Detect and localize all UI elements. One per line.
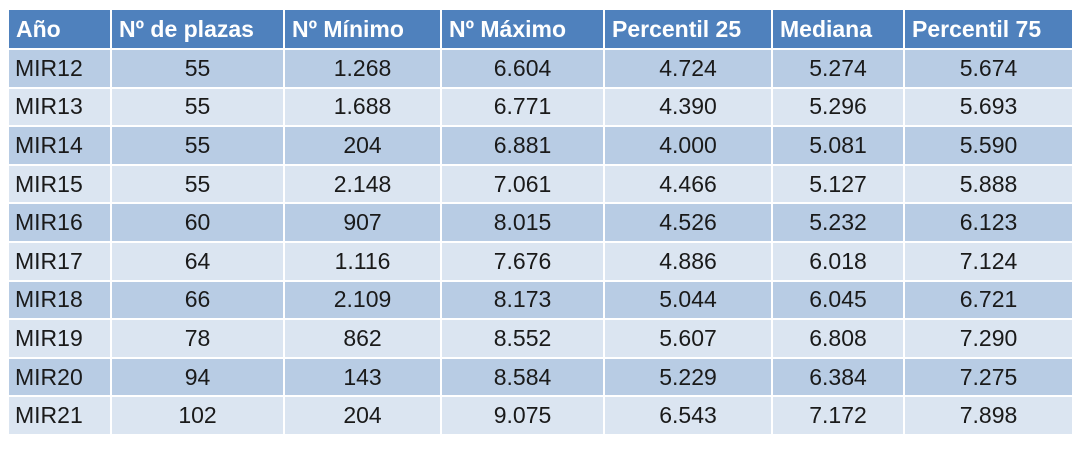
percentile-25-cell: 4.466 — [604, 164, 773, 205]
table-row: MIR13 55 1.688 6.771 4.390 5.296 5.693 — [9, 87, 1072, 128]
places-cell: 94 — [111, 357, 285, 398]
year-cell: MIR13 — [9, 87, 112, 128]
minimum-cell: 2.109 — [284, 280, 442, 321]
maximum-cell: 7.061 — [441, 164, 605, 205]
percentile-25-cell: 5.044 — [604, 280, 773, 321]
median-cell: 6.045 — [772, 280, 905, 321]
table-row: MIR17 64 1.116 7.676 4.886 6.018 7.124 — [9, 241, 1072, 282]
median-cell: 7.172 — [772, 396, 905, 436]
places-cell: 78 — [111, 319, 285, 359]
minimum-cell: 862 — [284, 319, 442, 359]
year-cell: MIR21 — [9, 396, 112, 436]
median-cell: 5.274 — [772, 49, 905, 89]
places-cell: 55 — [111, 49, 285, 89]
header-cell-places: Nº de plazas — [111, 10, 285, 50]
header-cell-percentile-75: Percentil 75 — [904, 10, 1072, 50]
places-cell: 60 — [111, 203, 285, 243]
places-cell: 66 — [111, 280, 285, 321]
maximum-cell: 7.676 — [441, 241, 605, 282]
percentile-75-cell: 7.124 — [904, 241, 1072, 282]
year-cell: MIR18 — [9, 280, 112, 321]
maximum-cell: 6.771 — [441, 87, 605, 128]
median-cell: 5.081 — [772, 126, 905, 166]
percentile-75-cell: 5.693 — [904, 87, 1072, 128]
percentile-75-cell: 7.275 — [904, 357, 1072, 398]
percentile-75-cell: 5.674 — [904, 49, 1072, 89]
percentile-75-cell: 6.123 — [904, 203, 1072, 243]
minimum-cell: 143 — [284, 357, 442, 398]
year-cell: MIR12 — [9, 49, 112, 89]
places-cell: 55 — [111, 87, 285, 128]
percentile-75-cell: 7.898 — [904, 396, 1072, 436]
table-row: MIR15 55 2.148 7.061 4.466 5.127 5.888 — [9, 164, 1072, 205]
maximum-cell: 8.173 — [441, 280, 605, 321]
year-cell: MIR14 — [9, 126, 112, 166]
percentile-25-cell: 5.229 — [604, 357, 773, 398]
minimum-cell: 907 — [284, 203, 442, 243]
median-cell: 5.232 — [772, 203, 905, 243]
percentile-75-cell: 7.290 — [904, 319, 1072, 359]
table-row: MIR19 78 862 8.552 5.607 6.808 7.290 — [9, 319, 1072, 359]
percentile-25-cell: 4.526 — [604, 203, 773, 243]
table-row: MIR21 102 204 9.075 6.543 7.172 7.898 — [9, 396, 1072, 436]
percentile-75-cell: 6.721 — [904, 280, 1072, 321]
percentile-25-cell: 4.886 — [604, 241, 773, 282]
places-cell: 55 — [111, 164, 285, 205]
header-cell-maximum: Nº Máximo — [441, 10, 605, 50]
median-cell: 5.127 — [772, 164, 905, 205]
percentile-75-cell: 5.590 — [904, 126, 1072, 166]
table-body: MIR12 55 1.268 6.604 4.724 5.274 5.674 MIR13 55 1… — [9, 49, 1072, 436]
places-cell: 102 — [111, 396, 285, 436]
minimum-cell: 1.116 — [284, 241, 442, 282]
percentile-25-cell: 5.607 — [604, 319, 773, 359]
table-row: MIR16 60 907 8.015 4.526 5.232 6.123 — [9, 203, 1072, 243]
minimum-cell: 204 — [284, 126, 442, 166]
maximum-cell: 8.584 — [441, 357, 605, 398]
maximum-cell: 8.015 — [441, 203, 605, 243]
year-cell: MIR15 — [9, 164, 112, 205]
median-cell: 6.018 — [772, 241, 905, 282]
header-cell-year: Año — [9, 10, 112, 50]
percentile-75-cell: 5.888 — [904, 164, 1072, 205]
maximum-cell: 8.552 — [441, 319, 605, 359]
median-cell: 6.808 — [772, 319, 905, 359]
places-cell: 64 — [111, 241, 285, 282]
minimum-cell: 204 — [284, 396, 442, 436]
header-cell-minimum: Nº Mínimo — [284, 10, 442, 50]
year-cell: MIR19 — [9, 319, 112, 359]
table-row: MIR12 55 1.268 6.604 4.724 5.274 5.674 — [9, 49, 1072, 89]
percentile-25-cell: 4.724 — [604, 49, 773, 89]
table-row: MIR18 66 2.109 8.173 5.044 6.045 6.721 — [9, 280, 1072, 321]
percentile-25-cell: 4.000 — [604, 126, 773, 166]
minimum-cell: 1.688 — [284, 87, 442, 128]
percentile-25-cell: 4.390 — [604, 87, 773, 128]
mir-statistics-table: Año Nº de plazas Nº Mínimo Nº Máximo Per… — [9, 10, 1072, 436]
maximum-cell: 9.075 — [441, 396, 605, 436]
median-cell: 5.296 — [772, 87, 905, 128]
median-cell: 6.384 — [772, 357, 905, 398]
table-container: Año Nº de plazas Nº Mínimo Nº Máximo Per… — [9, 10, 1072, 436]
places-cell: 55 — [111, 126, 285, 166]
table-row: MIR20 94 143 8.584 5.229 6.384 7.275 — [9, 357, 1072, 398]
percentile-25-cell: 6.543 — [604, 396, 773, 436]
header-cell-median: Mediana — [772, 10, 905, 50]
year-cell: MIR16 — [9, 203, 112, 243]
minimum-cell: 1.268 — [284, 49, 442, 89]
maximum-cell: 6.881 — [441, 126, 605, 166]
header-cell-percentile-25: Percentil 25 — [604, 10, 773, 50]
minimum-cell: 2.148 — [284, 164, 442, 205]
maximum-cell: 6.604 — [441, 49, 605, 89]
table-row: MIR14 55 204 6.881 4.000 5.081 5.590 — [9, 126, 1072, 166]
year-cell: MIR17 — [9, 241, 112, 282]
header-row: Año Nº de plazas Nº Mínimo Nº Máximo Per… — [9, 10, 1072, 50]
year-cell: MIR20 — [9, 357, 112, 398]
